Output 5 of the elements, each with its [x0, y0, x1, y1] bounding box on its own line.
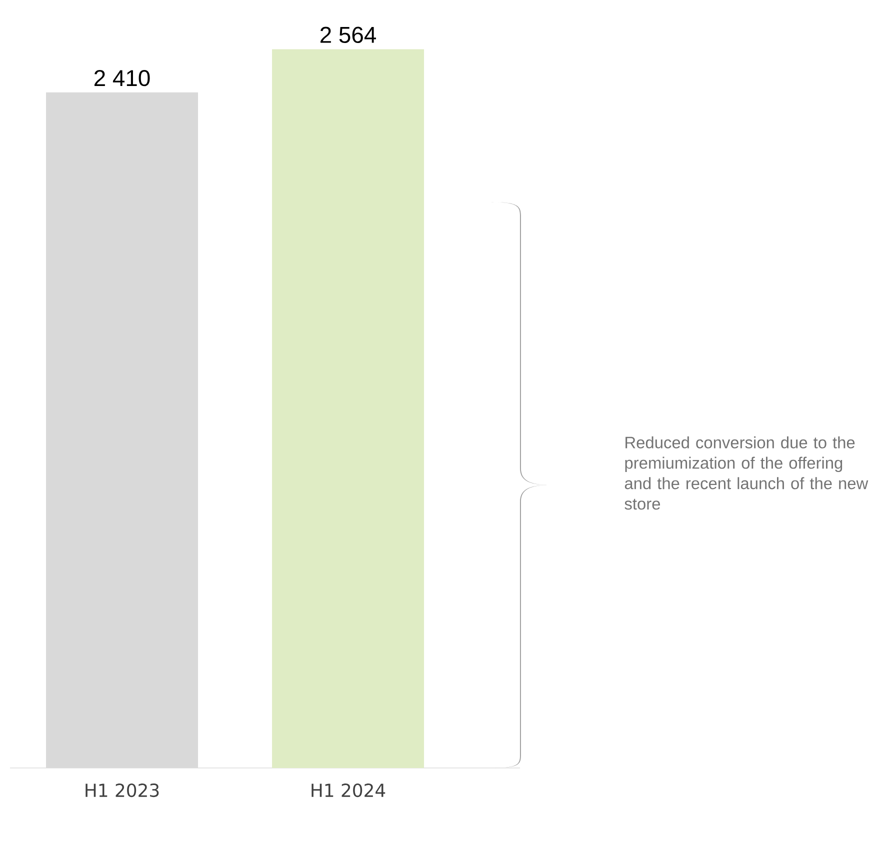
data-label: 2 410: [94, 70, 150, 86]
data-label: 2 564: [320, 26, 376, 44]
x-tick-label: H1 2023: [86, 784, 159, 798]
text: Reduced conversion due to the premiumization of the offering and the recent launch of the new store: [624, 436, 868, 510]
x-tick-label: H1 2024: [312, 784, 386, 798]
